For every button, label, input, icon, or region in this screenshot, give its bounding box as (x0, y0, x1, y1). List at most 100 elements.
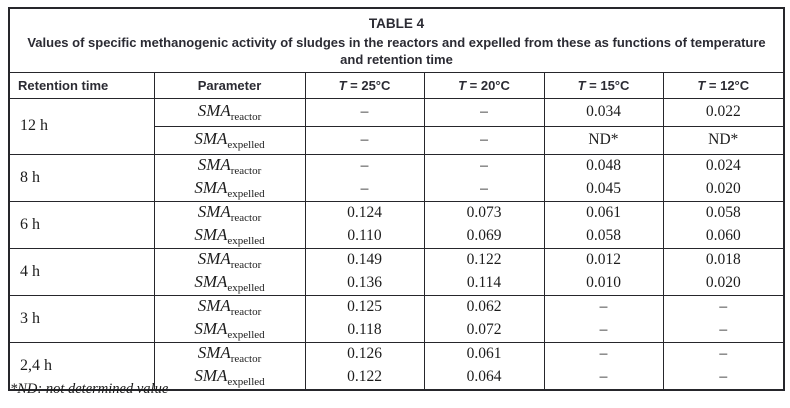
value-cell: 0.034 (543, 97, 663, 127)
value-cell: – (423, 126, 544, 155)
value-cell: 0.062 (423, 294, 544, 319)
parameter-cell: SMAreactor (153, 200, 305, 225)
table-row: SMAexpelled 0.122 0.064– – (9, 365, 784, 390)
temp-symbol: T (697, 77, 706, 93)
value-cell: – (662, 318, 784, 343)
temp-symbol: T (338, 77, 347, 93)
value-cell: 0.061 (423, 341, 544, 366)
value-cell: 0.073 (423, 200, 544, 225)
retention-time-cell: 12 h (9, 97, 154, 155)
table-row: 12 h SMAreactor – –0.034 0.022 (9, 97, 784, 155)
value-cell: 0.018 (662, 247, 784, 272)
col-header-t25: T = 25°C (304, 72, 424, 99)
col-header-t15: T = 15°C (543, 72, 663, 99)
temp-value: = 25°C (346, 77, 391, 93)
table-row: 2,4 h SMAreactor 0.126 0.061– – (9, 341, 784, 390)
value-cell: – (543, 294, 663, 319)
sma-symbol: SMA (197, 296, 231, 316)
value-cell: 0.124 (304, 200, 424, 225)
value-cell: 0.136 (304, 271, 424, 296)
parameter-cell: SMAexpelled (153, 365, 305, 390)
parameter-cell: SMAexpelled (153, 126, 305, 155)
value-cell: – (304, 126, 424, 155)
col-header-t12: T = 12°C (662, 72, 784, 99)
sma-subscript: reactor (230, 353, 262, 366)
value-cell: – (543, 318, 663, 343)
value-cell: 0.122 (304, 365, 424, 390)
value-cell: – (423, 177, 544, 202)
retention-time-cell: 8 h (9, 153, 154, 202)
table-row: SMAexpelled 0.136 0.114 0.010 0.020 (9, 271, 784, 296)
value-cell: 0.125 (304, 294, 424, 319)
title-block: TABLE 4 Values of specific methanogenic … (9, 8, 784, 73)
sma-subscript: expelled (227, 282, 265, 295)
value-cell: 0.061 (543, 200, 663, 225)
parameter-cell: SMAexpelled (153, 224, 305, 249)
value-cell: 0.058 (543, 224, 663, 249)
value-cell: 0.045 (543, 177, 663, 202)
sma-symbol: SMA (194, 129, 228, 149)
table-row: SMAexpelled – –0.045 0.020 (9, 177, 784, 202)
table-row: 4 h SMAreactor 0.149 0.122 0.012 0.018 (9, 247, 784, 296)
title-row: TABLE 4 Values of specific methanogenic … (9, 8, 784, 73)
col-header-parameter: Parameter (153, 72, 305, 99)
temp-value: = 12°C (705, 77, 750, 93)
value-cell: – (543, 341, 663, 366)
parameter-cell: SMAreactor (153, 153, 305, 178)
retention-time-cell: 4 h (9, 247, 154, 296)
sma-symbol: SMA (194, 366, 228, 386)
parameter-cell: SMAexpelled (153, 318, 305, 343)
value-cell: – (304, 97, 424, 127)
value-cell: 0.072 (423, 318, 544, 343)
table-body: 12 h SMAreactor – –0.034 0.022 SMAexpelled – – N… (9, 97, 784, 390)
value-cell: – (304, 153, 424, 178)
value-cell: 0.149 (304, 247, 424, 272)
table-title: TABLE 4 (368, 16, 425, 31)
col-header-retention-time: Retention time (9, 72, 154, 99)
sma-results-table: TABLE 4 Values of specific methanogenic … (8, 7, 785, 391)
value-cell: 0.122 (423, 247, 544, 272)
sma-subscript: reactor (230, 165, 262, 178)
sma-subscript: reactor (230, 259, 262, 272)
table-caption: Values of specific methanogenic activity… (27, 34, 766, 67)
value-cell: – (662, 294, 784, 319)
value-cell: 0.048 (543, 153, 663, 178)
table-row: 6 h SMAreactor 0.124 0.073 0.061 0.058 (9, 200, 784, 249)
table-row: SMAexpelled 0.118 0.072– – (9, 318, 784, 343)
value-cell: 0.118 (304, 318, 424, 343)
value-cell: 0.010 (543, 271, 663, 296)
sma-subscript: reactor (230, 111, 262, 124)
value-cell: – (423, 153, 544, 178)
value-cell: ND* (543, 126, 663, 155)
header-row: Retention time Parameter T = 25°C T = 20… (9, 72, 784, 99)
value-cell: 0.020 (662, 271, 784, 296)
sma-symbol: SMA (194, 225, 228, 245)
value-cell: 0.069 (423, 224, 544, 249)
value-cell: 0.064 (423, 365, 544, 390)
sma-symbol: SMA (197, 343, 231, 363)
table-row: 8 h SMAreactor – –0.048 0.024 (9, 153, 784, 202)
temp-value: = 20°C (466, 77, 510, 93)
parameter-cell: SMAexpelled (153, 271, 305, 296)
value-cell: – (304, 177, 424, 202)
sma-symbol: SMA (194, 178, 228, 198)
parameter-cell: SMAreactor (153, 247, 305, 272)
sma-subscript: reactor (230, 306, 262, 319)
sma-symbol: SMA (197, 155, 231, 175)
value-cell: 0.126 (304, 341, 424, 366)
parameter-cell: SMAreactor (153, 341, 305, 366)
value-cell: 0.022 (662, 97, 784, 127)
value-cell: ND* (662, 126, 784, 155)
sma-subscript: expelled (227, 376, 265, 389)
parameter-cell: SMAexpelled (153, 177, 305, 202)
parameter-cell: SMAreactor (153, 97, 305, 127)
retention-time-cell: 6 h (9, 200, 154, 249)
sma-symbol: SMA (194, 272, 228, 292)
value-cell: 0.114 (423, 271, 544, 296)
sma-subscript: expelled (227, 188, 265, 201)
table-row: SMAexpelled 0.110 0.069 0.058 0.060 (9, 224, 784, 249)
retention-time-cell: 2,4 h (9, 341, 154, 390)
temp-symbol: T (458, 77, 467, 93)
value-cell: 0.110 (304, 224, 424, 249)
sma-symbol: SMA (197, 249, 231, 269)
